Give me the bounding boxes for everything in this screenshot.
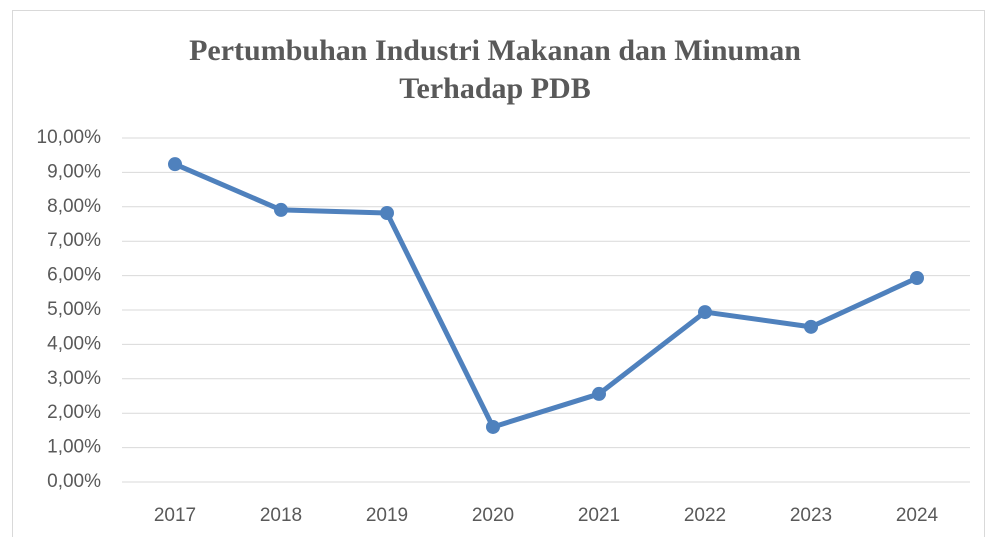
data-point [486, 419, 500, 434]
x-tick-label: 2020 [472, 505, 514, 526]
data-point [910, 271, 924, 286]
y-tick-label: 4,00% [47, 333, 101, 354]
data-point [380, 205, 394, 220]
x-tick-label: 2022 [684, 505, 726, 526]
data-point [168, 157, 182, 172]
data-point [698, 305, 712, 320]
y-tick-label: 8,00% [47, 196, 101, 217]
y-tick-label: 9,00% [47, 161, 101, 182]
data-point [592, 386, 606, 401]
x-tick-label: 2024 [896, 505, 939, 526]
y-tick-label: 10,00% [37, 127, 102, 148]
series-line [174, 161, 919, 430]
x-tick-label: 2017 [154, 505, 196, 526]
y-tick-label: 2,00% [47, 402, 101, 423]
x-tick-label: 2023 [790, 505, 832, 526]
data-point [274, 202, 288, 217]
x-tick-label: 2021 [578, 505, 620, 526]
y-tick-label: 6,00% [47, 265, 101, 286]
y-tick-label: 3,00% [47, 368, 101, 389]
chart-title: Pertumbuhan Industri Makanan dan Minuman… [189, 34, 801, 105]
x-tick-label: 2019 [366, 505, 408, 526]
chart-frame [12, 10, 985, 537]
y-tick-label: 5,00% [47, 299, 101, 320]
data-point [804, 319, 818, 334]
x-tick-label: 2018 [260, 505, 302, 526]
y-tick-label: 7,00% [47, 230, 101, 251]
y-tick-label: 0,00% [47, 471, 101, 492]
y-tick-label: 1,00% [47, 437, 101, 458]
